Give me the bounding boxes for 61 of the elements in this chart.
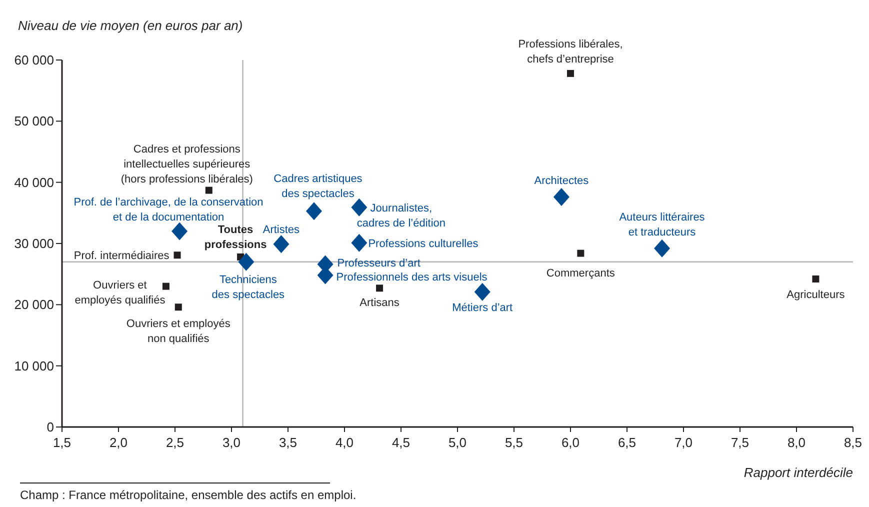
annotation: Ouvriers et employés non qualifiés [126,318,231,346]
x-tick-label: 2,0 [109,435,128,450]
annotation: Métiers d’art [452,302,513,314]
annotation: Professeurs d’art [337,257,420,270]
point [273,235,290,254]
annotation: Prof. de l’archivage, de la conservation et de la documentation [74,196,264,224]
annotation: Auteurs littéraires et traducteurs [619,211,706,238]
annotation: Artistes [262,224,300,236]
x-tick-label: 6,5 [618,435,636,450]
y-tick-label: 30 000 [14,236,54,252]
point [812,275,820,282]
point [306,202,322,220]
point [376,284,384,292]
y-tick-label: 10 000 [14,358,54,374]
x-tick-label: 4,0 [335,435,354,450]
x-tick-label: 7,0 [674,435,693,450]
annotation: Journalistes, cadres de l’édition [356,202,446,230]
point [474,282,490,301]
annotation: Professionnels des arts visuels [336,271,488,284]
point [174,252,181,259]
x-tick-label: 6,0 [561,435,580,450]
y-tick-label: 0 [46,420,54,435]
text: Champ : France métropolitaine, ensemble des actifs en emploi. [20,488,356,502]
x-tick-label: 5,5 [504,435,524,450]
point [553,188,570,206]
x-tick-label: 2,5 [166,435,184,450]
y-tick-label: 40 000 [14,174,54,190]
x-tick-label: 7,5 [730,435,750,450]
annotation: Professions libérales, chefs d’entreprise [518,38,623,66]
point [567,70,574,77]
x-tick-label: 4,5 [392,435,410,450]
point [351,198,368,216]
x-tick-label: 8,5 [844,435,862,450]
x-tick-label: 1,5 [52,435,72,450]
annotation: Commerçants [546,267,616,280]
point [205,186,212,194]
x-axis-title: Rapport interdécile [744,465,853,480]
annotation: Cadres artistiques des spectacles [274,173,363,200]
y-tick-label: 60 000 [14,52,54,68]
x-tick-label: 3,0 [222,435,241,450]
point [174,304,182,311]
point [654,239,670,258]
annotation: Techniciens des spectacles [212,274,286,301]
y-tick-label: 50 000 [14,114,54,129]
x-tick-label: 3,5 [278,435,298,450]
annotation: Professions culturelles [368,238,479,250]
point [238,252,254,271]
x-tick-label: 8,0 [787,435,806,450]
y-axis-title: Niveau de vie moyen (en euros par an) [18,18,243,33]
annotation: Architectes [534,175,590,188]
annotation: Cadres et professions intellectuelles supérieures (hors professions libérales) [120,143,253,186]
annotation: Artisans [360,297,400,310]
point [172,222,188,240]
annotation: Agriculteurs [786,288,846,301]
annotation: Ouvriers et employés qualifiés [74,279,166,306]
x-tick-label: 5,0 [448,435,467,450]
annotation: Prof. intermédiaires [74,250,170,262]
point [162,282,170,290]
point [351,234,368,252]
point [577,250,584,257]
y-tick-label: 20 000 [14,297,54,312]
